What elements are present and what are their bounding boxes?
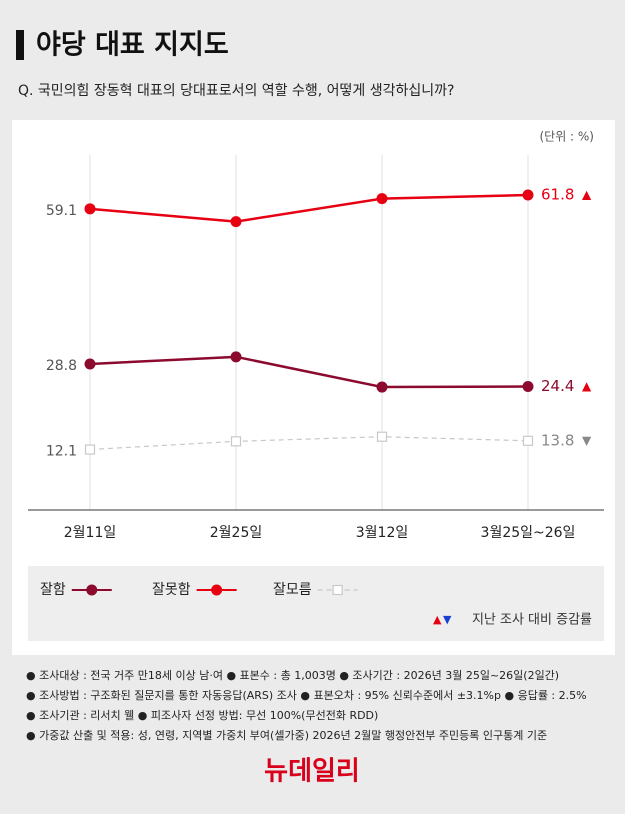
point xyxy=(230,216,242,228)
point xyxy=(522,435,534,446)
question: Q. 국민의힘 장동혁 대표의 당대표로서의 역할 수행, 어떻게 생각하십니까… xyxy=(18,83,454,99)
point xyxy=(230,351,242,363)
point xyxy=(84,358,96,370)
series-line xyxy=(89,193,529,223)
value-label: 24.4 xyxy=(541,377,574,395)
value-label: 12.1 xyxy=(46,444,77,460)
series-line xyxy=(89,436,529,451)
value-label: 61.8 xyxy=(541,185,574,203)
footnote: ● 조사방법 : 구조화된 질문지를 통한 자동응답(ARS) 조사 ● 표본오… xyxy=(26,689,587,702)
footnote: ● 조사대상 : 전국 거주 만18세 이상 남·여 ● 표본수 : 총 1,0… xyxy=(26,668,559,682)
point xyxy=(376,431,388,442)
point xyxy=(84,444,96,455)
change-mark: ▲ xyxy=(582,379,592,393)
unit: (단위 : %) xyxy=(539,130,594,144)
legend-marker xyxy=(211,584,223,596)
footnote: ● 가중값 산출 및 적용: 성, 연령, 지역별 가중치 부여(셀가중) 20… xyxy=(26,729,547,742)
x-tick-label: 2월11일 xyxy=(64,525,116,541)
point xyxy=(376,193,388,205)
logo: 뉴데일리 xyxy=(264,757,360,787)
legend-marker xyxy=(86,584,98,596)
x-tick-label: 3월25일~26일 xyxy=(481,525,576,541)
value-label: 13.8 xyxy=(541,431,574,449)
legend-box xyxy=(28,566,604,641)
x-tick-label: 2월25일 xyxy=(210,525,262,541)
point xyxy=(522,381,534,393)
value-label: 59.1 xyxy=(46,203,77,219)
legend-marker xyxy=(332,584,343,596)
x-tick-label: 3월12일 xyxy=(356,525,408,541)
series-line xyxy=(89,355,529,389)
title-bar xyxy=(16,30,24,60)
legend-note-up: ▲ xyxy=(433,613,442,626)
point xyxy=(84,203,96,215)
legend-label: 잘모름 xyxy=(273,582,312,598)
change-mark: ▲ xyxy=(582,187,592,201)
title: 야당 대표 지지도 xyxy=(36,30,229,61)
point xyxy=(522,189,534,201)
footnote: ● 조사기관 : 리서치 웰 ● 피조사자 선정 방법: 무선 100%(무선전… xyxy=(26,709,378,722)
value-label: 28.8 xyxy=(46,358,77,374)
legend-label: 잘함 xyxy=(40,582,66,598)
legend-label: 잘못함 xyxy=(152,582,191,598)
legend-note: 지난 조사 대비 증감률 xyxy=(472,613,592,628)
legend-note-down: ▼ xyxy=(443,613,452,626)
point xyxy=(230,436,242,447)
point xyxy=(376,381,388,393)
change-mark: ▼ xyxy=(582,433,592,447)
